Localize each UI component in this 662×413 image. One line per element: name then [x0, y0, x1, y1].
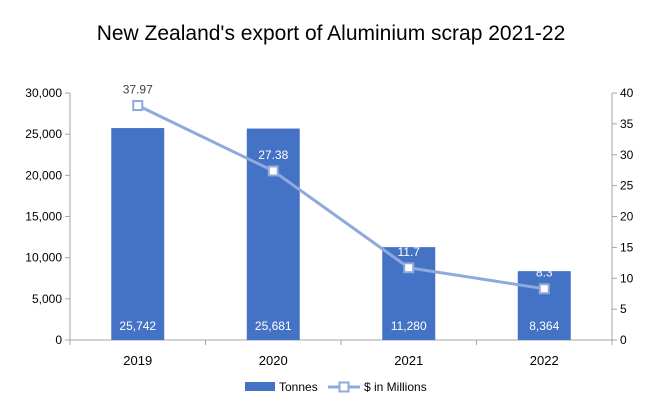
bar-data-label: 11,280	[391, 319, 427, 333]
left-tick-label: 15,000	[25, 210, 62, 224]
legend: Tonnes $ in Millions	[245, 380, 427, 394]
right-tick-label: 35	[620, 117, 634, 131]
legend-line-label: $ in Millions	[364, 380, 427, 394]
line-point-marker	[403, 262, 415, 274]
plot-area: 0 5,000 10,000 15,000 20,000 25,000 30,000 0 5 10…	[25, 83, 633, 368]
x-tick-label: 2020	[259, 353, 288, 368]
left-tick-label: 10,000	[25, 251, 62, 265]
bar-data-label: 25,742	[119, 319, 156, 333]
x-tick-label: 2021	[394, 353, 423, 368]
right-tick-label: 30	[620, 148, 634, 162]
line-point-marker	[132, 100, 144, 112]
bar-data-label: 8,364	[529, 319, 559, 333]
line-data-label: 8.3	[536, 266, 553, 280]
bar	[111, 128, 165, 340]
right-tick-label: 5	[620, 302, 627, 316]
bar	[517, 271, 571, 340]
x-tick-label: 2019	[123, 353, 152, 368]
legend-line-marker	[338, 381, 350, 393]
left-tick-label: 25,000	[25, 127, 62, 141]
line-series-path	[137, 104, 545, 291]
line-data-label: 11.7	[398, 245, 421, 259]
left-tick-label: 20,000	[25, 168, 62, 182]
x-tick-label: 2022	[530, 353, 559, 368]
left-tick-label: 0	[55, 333, 62, 347]
right-tick-label: 15	[620, 240, 634, 254]
line-data-label: 37.97	[123, 83, 153, 97]
right-tick-label: 0	[620, 333, 627, 347]
chart-title: New Zealand's export of Aluminium scrap …	[97, 22, 566, 45]
bar-data-label: 25,681	[255, 319, 292, 333]
line-point-marker	[538, 283, 550, 295]
right-tick-label: 25	[620, 179, 634, 193]
line-point-marker	[267, 165, 279, 177]
legend-bar-swatch	[245, 382, 275, 391]
right-tick-label: 10	[620, 271, 634, 285]
left-tick-label: 5,000	[32, 292, 62, 306]
legend-bar-label: Tonnes	[279, 380, 318, 394]
left-tick-label: 30,000	[25, 86, 62, 100]
line-data-label: 27.38	[258, 148, 288, 162]
right-tick-label: 40	[620, 86, 634, 100]
right-tick-label: 20	[620, 210, 634, 224]
